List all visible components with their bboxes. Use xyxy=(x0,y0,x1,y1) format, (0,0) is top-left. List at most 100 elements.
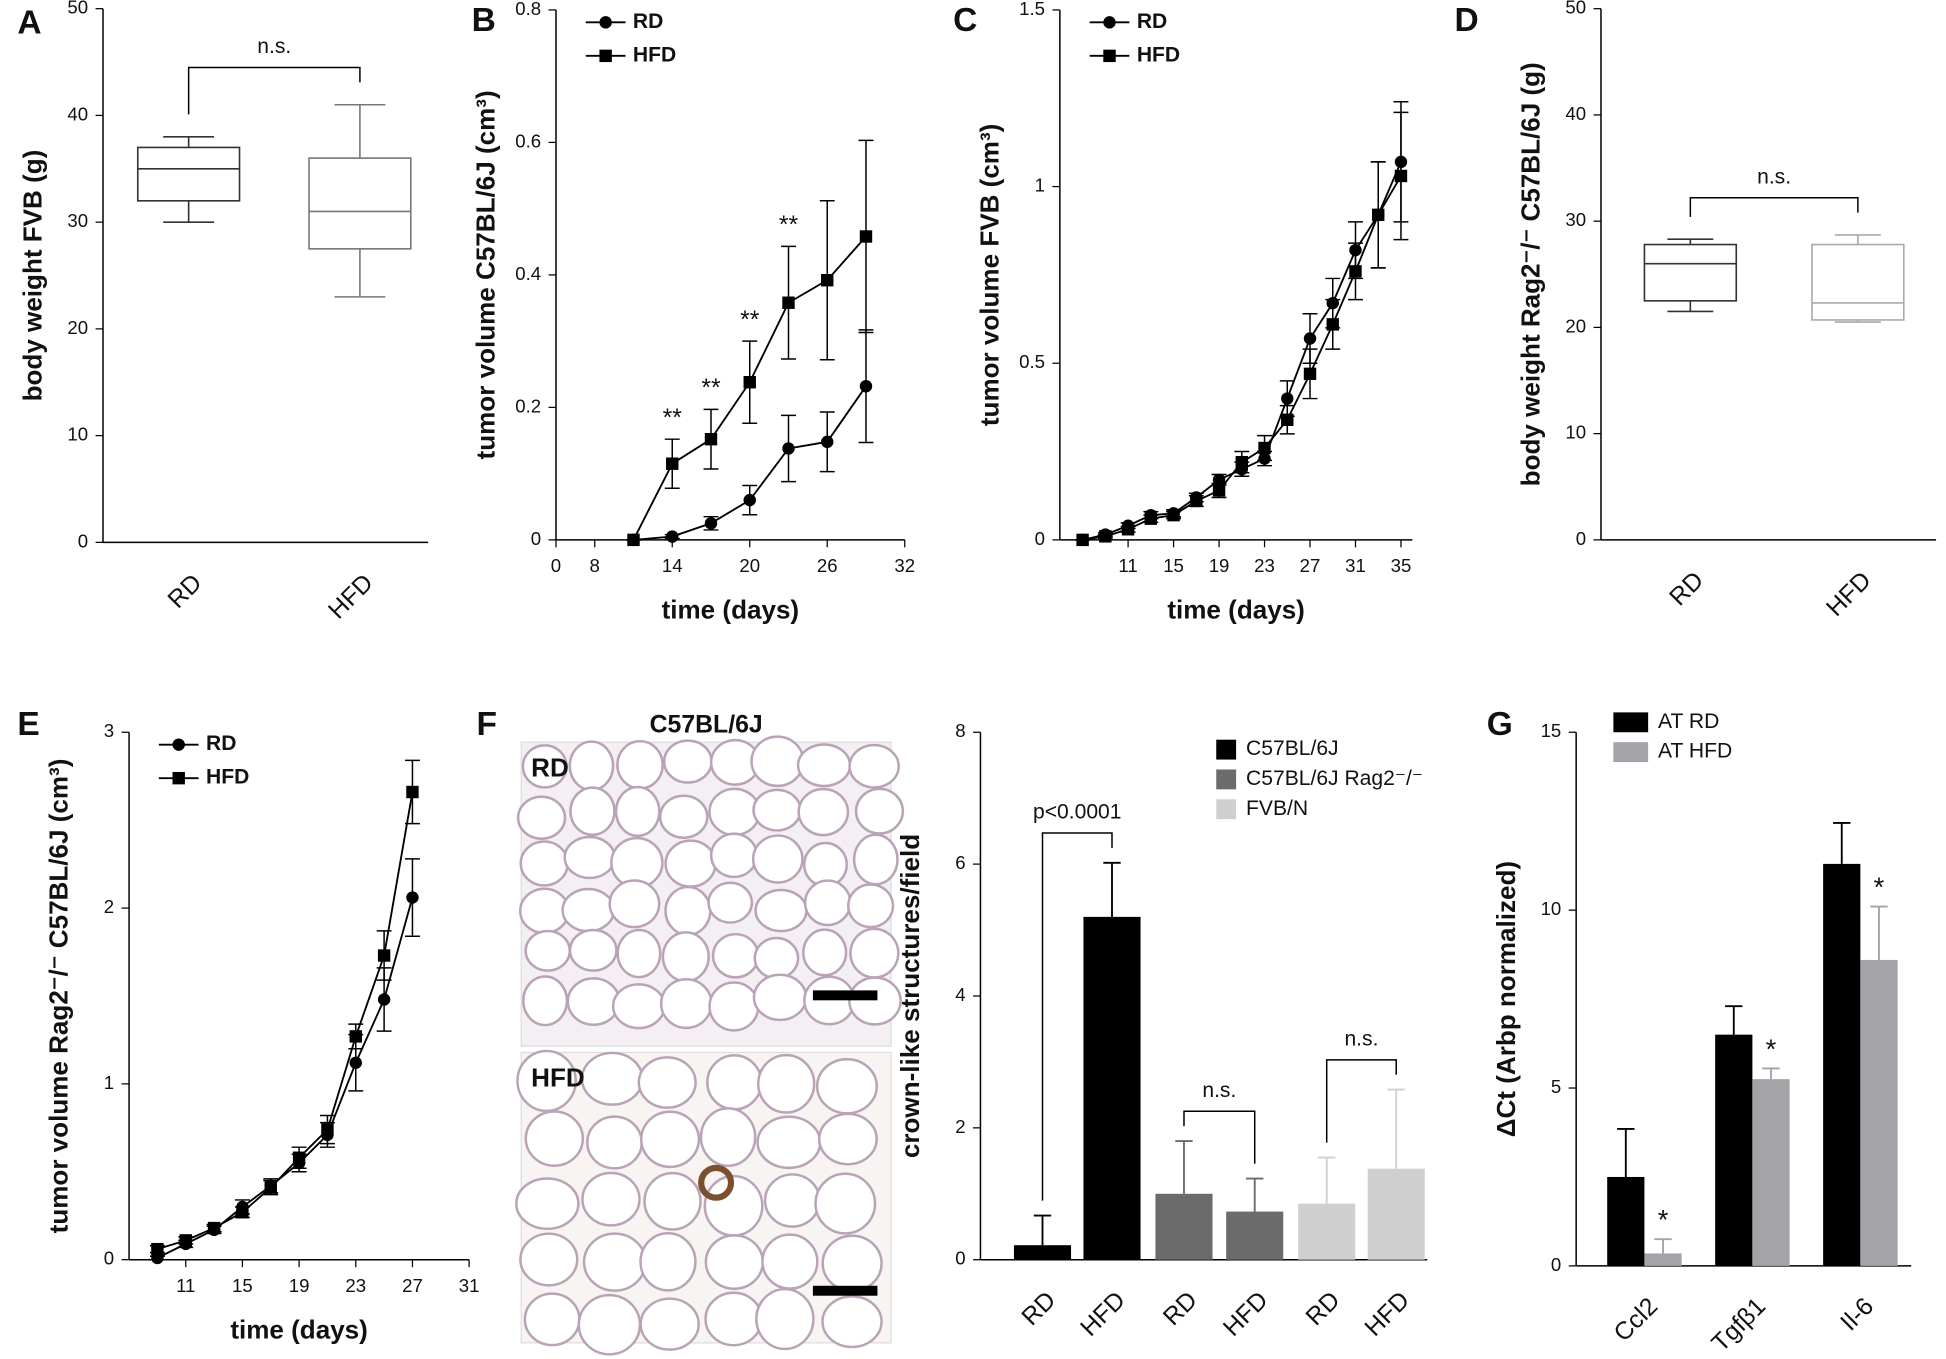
cell xyxy=(611,983,666,1030)
cell xyxy=(614,785,661,838)
error-bar xyxy=(1870,905,1888,960)
y-tick-label: 0 xyxy=(1576,528,1586,549)
y-tick-label: 5 xyxy=(1551,1076,1561,1097)
marker xyxy=(627,533,640,547)
marker xyxy=(349,1030,362,1043)
marker xyxy=(821,435,834,449)
cell xyxy=(796,743,852,788)
x-tick-label: 11 xyxy=(1118,555,1137,576)
legend-label: HFD xyxy=(633,43,676,66)
x-tick-label: 0 xyxy=(551,555,561,576)
y-tick-label: 6 xyxy=(955,852,965,873)
x-tick-label: 19 xyxy=(289,1275,310,1296)
annotation: n.s. xyxy=(1202,1079,1236,1102)
marker xyxy=(1235,455,1248,469)
error-bar xyxy=(1246,1177,1264,1212)
cell xyxy=(708,981,760,1032)
marker xyxy=(1190,494,1203,508)
box xyxy=(308,157,412,250)
y-axis-label: crown-like structures/field xyxy=(895,834,925,1158)
cell xyxy=(704,1234,765,1290)
cell xyxy=(569,786,616,837)
series-line xyxy=(1082,175,1402,541)
error-bar xyxy=(1617,1128,1635,1177)
cell xyxy=(581,1171,641,1227)
marker xyxy=(264,1181,277,1194)
box xyxy=(1643,243,1738,302)
cell xyxy=(515,1177,580,1231)
x-tick-label: HFD xyxy=(1218,1287,1273,1342)
x-tick-label: 31 xyxy=(459,1275,480,1296)
cell xyxy=(616,739,664,790)
y-tick-label: 30 xyxy=(67,210,88,231)
image-label: HFD xyxy=(531,1063,585,1093)
legend-label: HFD xyxy=(206,766,249,789)
annotation: ** xyxy=(740,307,760,334)
y-tick-label: 15 xyxy=(1541,720,1562,741)
marker xyxy=(377,993,391,1006)
legend-swatch xyxy=(1216,769,1237,790)
annotation: ** xyxy=(701,375,721,402)
series-line xyxy=(1082,161,1402,541)
cell xyxy=(561,887,616,933)
cell xyxy=(522,975,569,1027)
cell xyxy=(639,1232,697,1292)
y-tick-label: 10 xyxy=(67,424,88,445)
cell xyxy=(516,795,567,840)
bar xyxy=(1083,916,1141,1260)
legend-swatch xyxy=(1613,712,1649,733)
y-tick-label: 0.8 xyxy=(515,0,541,19)
annotation: p<0.0001 xyxy=(1033,801,1122,824)
cell xyxy=(519,1232,579,1287)
x-tick-label: RD xyxy=(1158,1287,1202,1331)
y-axis-label: body weight FVB (g) xyxy=(18,150,48,402)
cell xyxy=(852,833,899,886)
marker xyxy=(1121,523,1135,536)
legend-label: C57BL/6J xyxy=(1246,737,1339,760)
y-tick-label: 1 xyxy=(104,1072,114,1093)
image-title: C57BL/6J xyxy=(650,712,763,739)
y-axis-label: tumor volume C57BL/6J (cm³) xyxy=(471,90,501,459)
cell xyxy=(803,975,856,1026)
cell xyxy=(568,928,618,972)
cell xyxy=(708,787,761,837)
bar xyxy=(1367,1168,1425,1260)
cell xyxy=(524,929,571,972)
annotation: ** xyxy=(663,405,683,432)
series-line xyxy=(157,791,414,1251)
bar xyxy=(1644,1253,1682,1266)
bar xyxy=(1226,1211,1284,1260)
annotation: ** xyxy=(779,212,799,239)
error-bar xyxy=(1103,861,1121,917)
error-bar xyxy=(1318,1156,1336,1204)
panel-letter: E xyxy=(17,706,39,743)
x-axis-label: time (days) xyxy=(230,1315,368,1345)
marker xyxy=(179,1234,192,1247)
y-tick-label: 0 xyxy=(1551,1254,1561,1275)
y-tick-label: 0.4 xyxy=(515,263,541,284)
y-axis-label: body weight Rag2⁻/⁻ C57BL/6J (g) xyxy=(1516,62,1546,486)
marker xyxy=(1303,367,1317,381)
marker xyxy=(743,493,756,507)
cell xyxy=(577,1293,642,1356)
cell xyxy=(662,739,713,784)
x-tick-label: 27 xyxy=(402,1275,423,1296)
x-tick-label: RD xyxy=(1017,1287,1061,1331)
panel-letter: A xyxy=(17,5,41,42)
marker xyxy=(859,230,873,243)
series-line xyxy=(156,897,414,1259)
micrographs: C57BL/6J RD HFD xyxy=(515,712,905,1356)
marker xyxy=(821,273,834,287)
error-bar xyxy=(1725,1005,1743,1035)
x-tick-label: RD xyxy=(1301,1287,1345,1331)
cell xyxy=(848,976,902,1026)
cell xyxy=(817,1112,878,1166)
marker xyxy=(1212,484,1226,497)
annotation: n.s. xyxy=(1757,165,1791,188)
x-tick-label: HFD xyxy=(1076,1287,1131,1342)
y-tick-label: 10 xyxy=(1541,898,1562,919)
cell xyxy=(616,928,662,979)
bracket xyxy=(187,66,361,115)
marker xyxy=(1076,533,1089,547)
annotation: * xyxy=(1658,1204,1669,1235)
